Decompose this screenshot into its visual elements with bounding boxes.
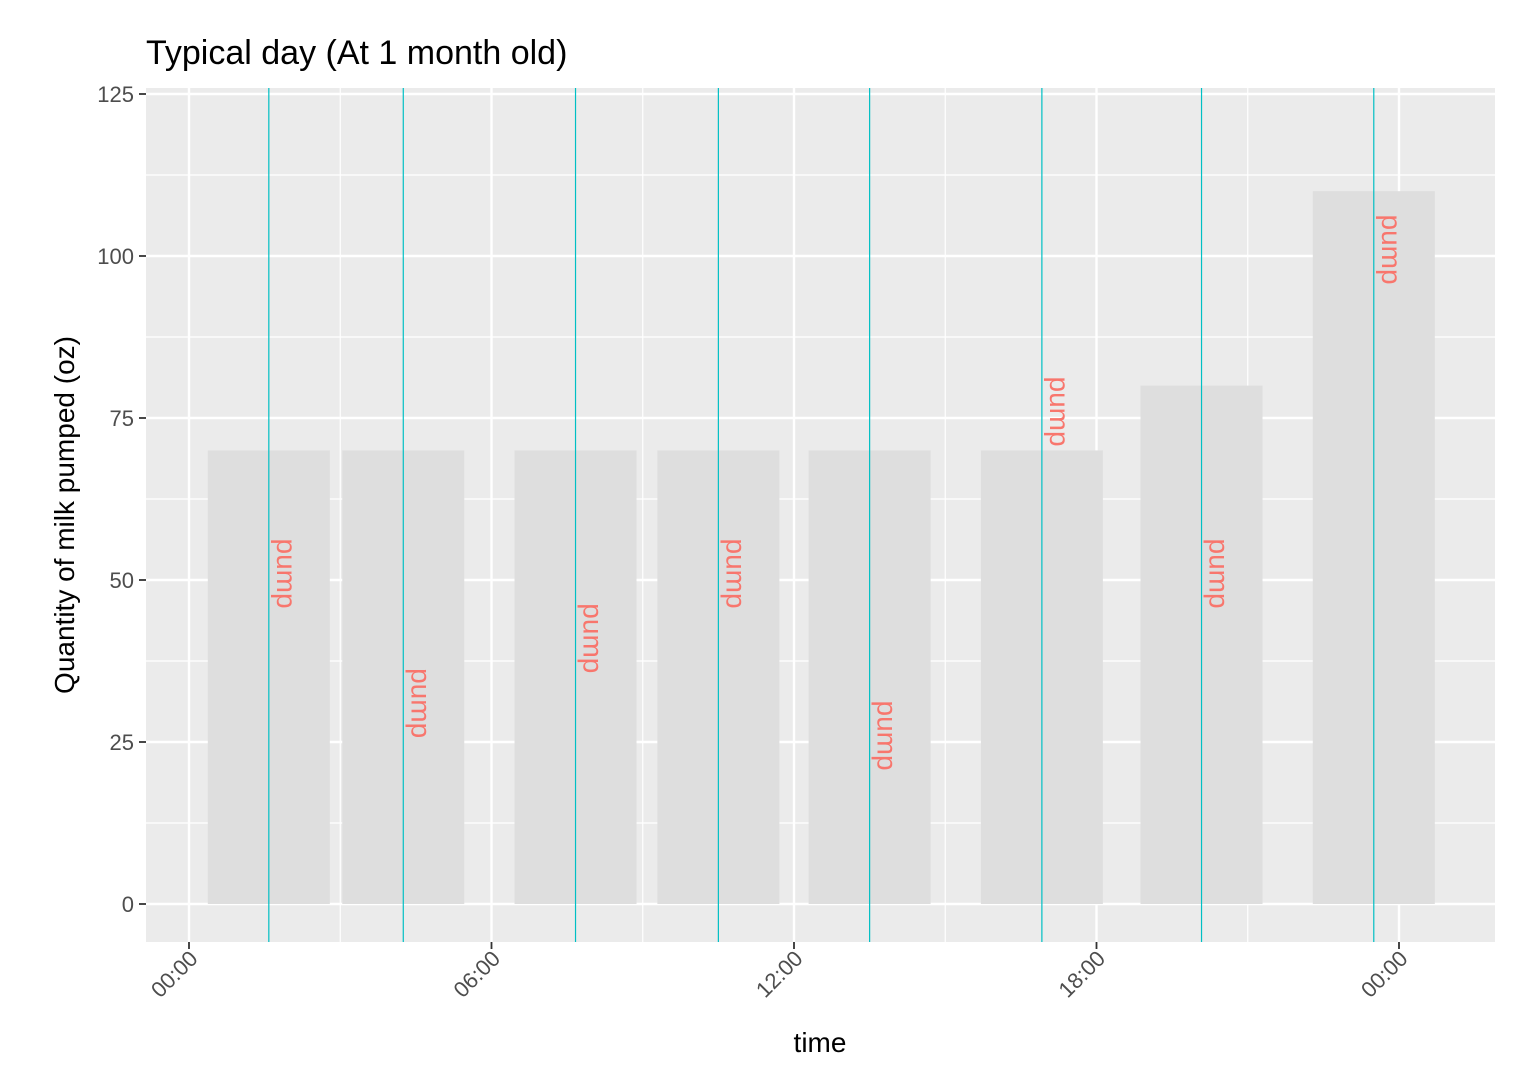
event-label: pump — [271, 538, 302, 608]
y-tick-label: 25 — [110, 730, 134, 755]
x-axis-title: time — [794, 1027, 847, 1058]
event-label: pump — [405, 668, 436, 738]
chart-title: Typical day (At 1 month old) — [146, 34, 567, 72]
y-axis-title: Quantity of milk pumped (oz) — [49, 336, 80, 694]
x-tick-label: 00:00 — [146, 946, 203, 1003]
y-axis: 0 25 50 75 100 125 — [97, 82, 146, 917]
y-tick-label: 0 — [122, 892, 134, 917]
y-tick-label: 100 — [97, 244, 134, 269]
x-tick-label: 12:00 — [751, 946, 808, 1003]
x-tick-label: 06:00 — [448, 946, 505, 1003]
event-label: pump — [1204, 538, 1235, 608]
event-label: pump — [1376, 214, 1407, 284]
y-tick-label: 125 — [97, 82, 134, 107]
event-label: pump — [872, 700, 903, 770]
x-tick-label: 00:00 — [1356, 946, 1413, 1003]
event-label: pump — [720, 538, 751, 608]
event-label: pump — [578, 603, 609, 673]
y-tick-label: 75 — [110, 406, 134, 431]
event-label: pump — [1044, 376, 1075, 446]
event-labels: pump pump pump pump pump pump pump pump — [271, 214, 1407, 770]
x-tick-label: 18:00 — [1053, 946, 1110, 1003]
y-tick-label: 50 — [110, 568, 134, 593]
event-lines — [268, 88, 1375, 942]
x-axis: 00:00 06:00 12:00 18:00 00:00 — [146, 942, 1413, 1002]
